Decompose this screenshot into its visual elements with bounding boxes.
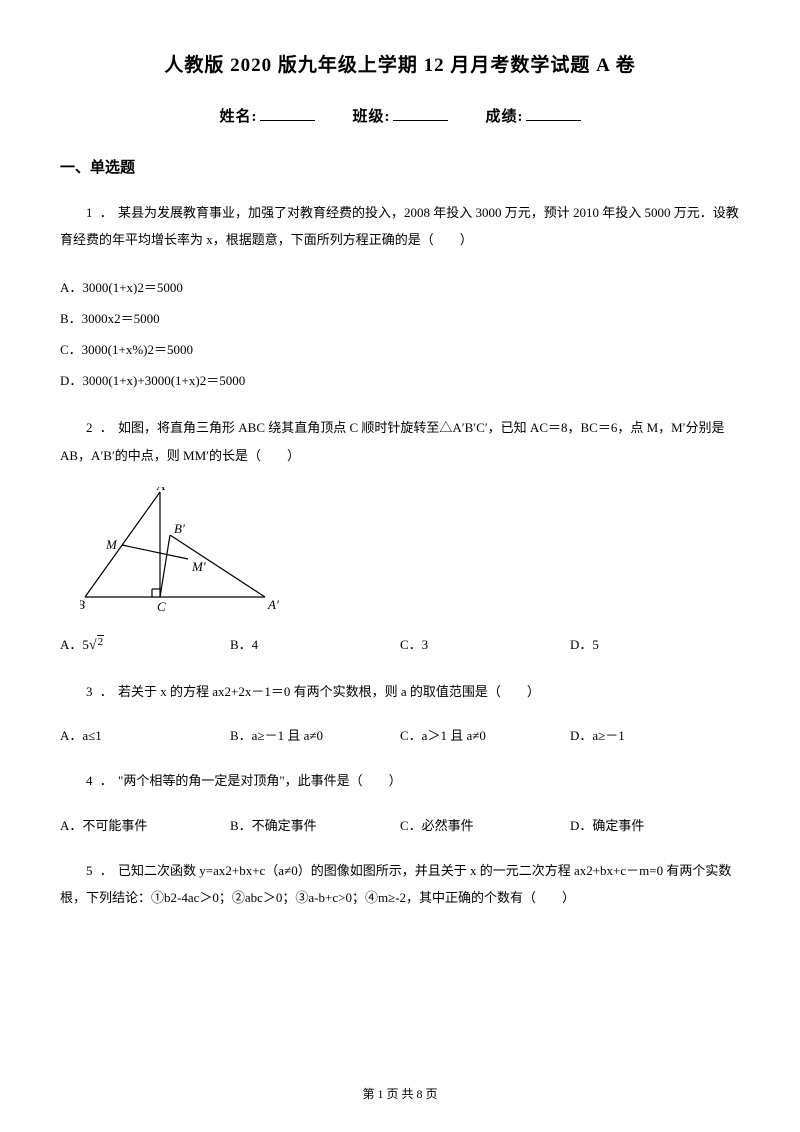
question-5: 5 ． 已知二次函数 y=ax2+bx+c（a≠0）的图像如图所示，并且关于 x… bbox=[60, 857, 740, 912]
q4-opt-d: D．确定事件 bbox=[570, 813, 740, 839]
q4-options: A．不可能事件 B．不确定事件 C．必然事件 D．确定事件 bbox=[60, 813, 740, 839]
q2-opt-a: A．5√2 bbox=[60, 632, 230, 660]
q2-opt-c: C．3 bbox=[400, 632, 570, 660]
name-blank bbox=[260, 120, 315, 121]
q2-sqrt-val: 2 bbox=[97, 635, 105, 648]
q4-opt-b: B．不确定事件 bbox=[230, 813, 400, 839]
q2-opt-d: D．5 bbox=[570, 632, 740, 660]
class-blank bbox=[393, 120, 448, 121]
q4-opt-a: A．不可能事件 bbox=[60, 813, 230, 839]
info-line: 姓名: 班级: 成绩: bbox=[60, 105, 740, 126]
score-blank bbox=[526, 120, 581, 121]
q3-options: A．a≤1 B．a≥－1 且 a≠0 C．a＞1 且 a≠0 D．a≥－1 bbox=[60, 723, 740, 749]
q5-text: 已知二次函数 y=ax2+bx+c（a≠0）的图像如图所示，并且关于 x 的一元… bbox=[60, 863, 731, 905]
q3-opt-b: B．a≥－1 且 a≠0 bbox=[230, 723, 400, 749]
q5-num: 5 ． bbox=[86, 863, 115, 878]
svg-text:C: C bbox=[157, 599, 166, 612]
question-2: 2 ． 如图，将直角三角形 ABC 绕其直角顶点 C 顺时针旋转至△A′B′C′… bbox=[60, 414, 740, 469]
svg-text:M: M bbox=[105, 537, 118, 552]
page-title: 人教版 2020 版九年级上学期 12 月月考数学试题 A 卷 bbox=[60, 50, 740, 77]
q1-opt-d: D．3000(1+x)+3000(1+x)2＝5000 bbox=[60, 365, 740, 396]
q1-text: 某县为发展教育事业，加强了对教育经费的投入，2008 年投入 3000 万元，预… bbox=[60, 205, 739, 247]
q2-text: 如图，将直角三角形 ABC 绕其直角顶点 C 顺时针旋转至△A′B′C′，已知 … bbox=[60, 420, 725, 462]
question-4: 4 ． "两个相等的角一定是对顶角"，此事件是（ ） bbox=[60, 767, 740, 794]
triangle-diagram: A B C A′ B′ M M′ bbox=[80, 487, 280, 612]
q3-text: 若关于 x 的方程 ax2+2x－1＝0 有两个实数根，则 a 的取值范围是（ … bbox=[118, 684, 540, 699]
score-label: 成绩: bbox=[486, 109, 524, 125]
svg-text:M′: M′ bbox=[191, 559, 206, 574]
svg-text:A′: A′ bbox=[267, 597, 279, 612]
q3-opt-c: C．a＞1 且 a≠0 bbox=[400, 723, 570, 749]
q4-text: "两个相等的角一定是对顶角"，此事件是（ ） bbox=[118, 773, 402, 788]
q4-opt-c: C．必然事件 bbox=[400, 813, 570, 839]
q3-num: 3 ． bbox=[86, 684, 115, 699]
question-1: 1 ． 某县为发展教育事业，加强了对教育经费的投入，2008 年投入 3000 … bbox=[60, 199, 740, 254]
question-3: 3 ． 若关于 x 的方程 ax2+2x－1＝0 有两个实数根，则 a 的取值范… bbox=[60, 678, 740, 705]
svg-text:B′: B′ bbox=[174, 521, 185, 536]
section-header: 一、单选题 bbox=[60, 156, 740, 177]
q3-opt-a: A．a≤1 bbox=[60, 723, 230, 749]
q2-figure: A B C A′ B′ M M′ bbox=[80, 487, 740, 617]
q1-opt-a: A．3000(1+x)2＝5000 bbox=[60, 272, 740, 303]
q1-opt-c: C．3000(1+x%)2＝5000 bbox=[60, 334, 740, 365]
q2-num: 2 ． bbox=[86, 420, 115, 435]
q2-opt-b: B．4 bbox=[230, 632, 400, 660]
q3-opt-d: D．a≥－1 bbox=[570, 723, 740, 749]
q1-opt-b: B．3000x2＝5000 bbox=[60, 303, 740, 334]
q1-options: A．3000(1+x)2＝5000 B．3000x2＝5000 C．3000(1… bbox=[60, 272, 740, 397]
q1-num: 1 ． bbox=[86, 205, 115, 220]
q2-options: A．5√2 B．4 C．3 D．5 bbox=[60, 632, 740, 660]
q4-num: 4 ． bbox=[86, 773, 115, 788]
q2-opt-a-prefix: A．5 bbox=[60, 637, 89, 652]
svg-text:B: B bbox=[80, 597, 85, 612]
class-label: 班级: bbox=[353, 109, 391, 125]
page-footer: 第 1 页 共 8 页 bbox=[0, 1085, 800, 1102]
name-label: 姓名: bbox=[220, 109, 258, 125]
svg-text:A: A bbox=[156, 487, 165, 493]
